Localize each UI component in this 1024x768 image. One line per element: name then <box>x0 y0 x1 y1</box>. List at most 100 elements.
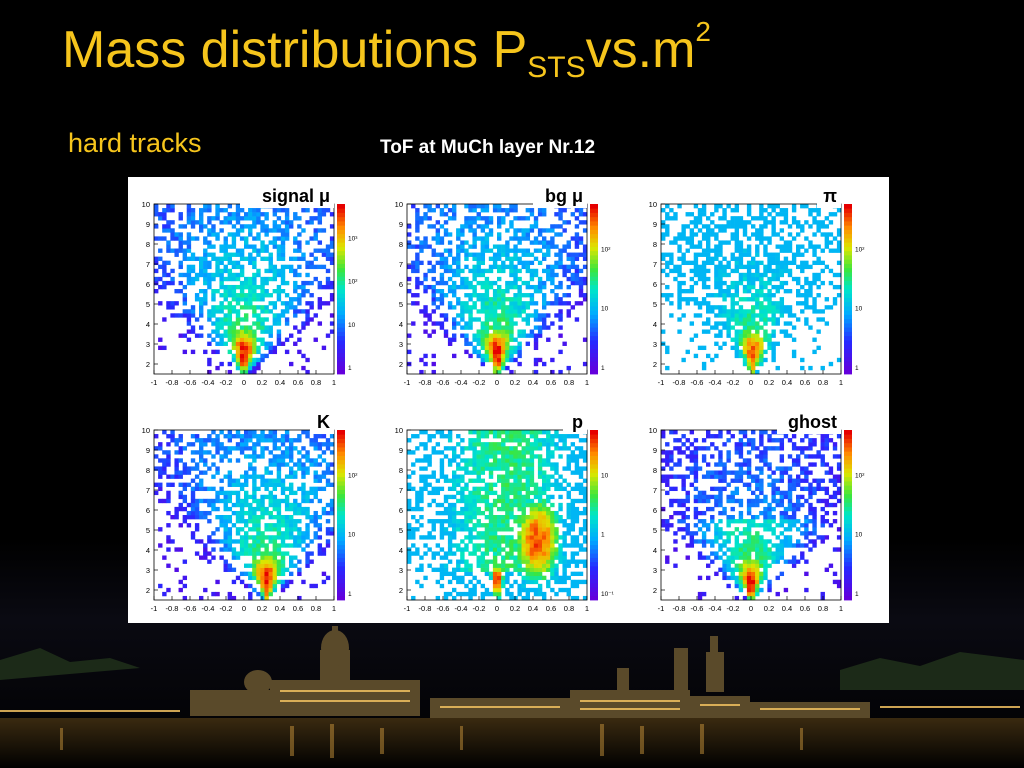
heatmap-cell <box>693 220 699 225</box>
heatmap-cell <box>517 470 522 475</box>
heatmap-cell <box>509 248 514 253</box>
heatmap-cell <box>542 478 547 483</box>
heatmap-cell <box>742 337 748 342</box>
heatmap-cell <box>239 482 245 487</box>
heatmap-cell <box>272 236 278 241</box>
heatmap-cell <box>542 325 547 330</box>
heatmap-cell <box>297 248 302 253</box>
heatmap-cell <box>235 216 241 221</box>
heatmap-cell <box>211 555 216 560</box>
colorbar-swatch <box>590 540 598 546</box>
heatmap-cell <box>570 523 576 528</box>
heatmap-cell <box>472 442 477 447</box>
heatmap-cell <box>734 284 740 290</box>
heatmap-cell <box>697 252 703 257</box>
heatmap-cell <box>488 539 494 544</box>
heatmap-cell <box>207 208 212 213</box>
heatmap-cell <box>738 309 744 314</box>
heatmap-cell <box>301 482 306 487</box>
heatmap-cell <box>178 240 183 245</box>
heatmap-cell <box>203 204 208 209</box>
heatmap-cell <box>665 204 670 209</box>
heatmap-cell <box>227 482 233 487</box>
y-tick-label: 6 <box>146 506 150 515</box>
heatmap-cell <box>427 531 432 536</box>
heatmap-cell <box>542 515 547 520</box>
heatmap-cell <box>685 454 690 459</box>
heatmap-cell <box>260 325 265 330</box>
heatmap-cell <box>313 228 318 233</box>
heatmap-cell <box>190 208 196 213</box>
heatmap-cell <box>767 264 772 270</box>
heatmap-cell <box>190 305 196 310</box>
heatmap-cell <box>476 252 481 257</box>
heatmap-cell <box>542 470 547 475</box>
heatmap-cell <box>284 301 290 306</box>
heatmap-cell <box>718 280 723 286</box>
heatmap-cell <box>771 333 776 338</box>
heatmap-cell <box>456 466 461 471</box>
heatmap-cell <box>722 341 727 346</box>
heatmap-cell <box>542 212 547 217</box>
heatmap-cell <box>542 539 547 544</box>
colorbar-swatch <box>337 566 345 571</box>
heatmap-cell <box>513 305 518 310</box>
heatmap-cell <box>215 527 220 532</box>
heatmap-cell <box>796 244 801 249</box>
heatmap-cell <box>223 321 228 326</box>
heatmap-cell <box>231 216 237 221</box>
heatmap-cell <box>464 309 469 314</box>
heatmap-cell <box>513 470 518 475</box>
heatmap-cell <box>808 280 813 286</box>
heatmap-cell <box>566 268 571 274</box>
heatmap-cell <box>550 438 555 443</box>
heatmap-cell <box>244 305 249 310</box>
heatmap-cell <box>492 450 498 455</box>
heatmap-cell <box>505 430 510 435</box>
heatmap-cell <box>484 248 490 253</box>
heatmap-cell <box>546 567 551 572</box>
heatmap-cell <box>710 212 715 217</box>
heatmap-cell <box>447 268 453 274</box>
heatmap-cell <box>423 478 428 483</box>
heatmap-cell <box>174 474 179 479</box>
heatmap-cell <box>207 317 212 322</box>
heatmap-cell <box>480 244 486 249</box>
heatmap-cell <box>476 454 481 459</box>
heatmap-cell <box>734 329 740 334</box>
heatmap-cell <box>219 478 224 483</box>
heatmap-cell <box>476 470 481 475</box>
heatmap-cell <box>223 240 228 245</box>
heatmap-cell <box>244 470 249 475</box>
heatmap-cell <box>289 482 294 487</box>
heatmap-cell <box>767 256 772 261</box>
heatmap-cell <box>460 486 465 492</box>
heatmap-cell <box>550 510 555 516</box>
heatmap-cell <box>289 563 294 568</box>
heatmap-cell <box>497 547 502 552</box>
heatmap-cell <box>566 506 571 512</box>
heatmap-cell <box>272 313 278 318</box>
heatmap-cell <box>411 264 416 270</box>
heatmap-cell <box>166 482 171 487</box>
heatmap-cell <box>460 474 465 479</box>
heatmap-cell <box>464 337 469 342</box>
heatmap-cell <box>677 236 682 241</box>
heatmap-cell <box>276 519 282 524</box>
heatmap-cell <box>525 474 531 479</box>
heatmap-cell <box>738 280 744 286</box>
heatmap-cell <box>562 228 567 233</box>
heatmap-cell <box>264 293 269 298</box>
x-tick-label: 0.4 <box>528 378 538 387</box>
heatmap-cell <box>484 333 490 338</box>
heatmap-cell <box>170 236 175 241</box>
heatmap-cell <box>517 248 522 253</box>
heatmap-cell <box>203 515 208 520</box>
heatmap-cell <box>513 450 518 455</box>
heatmap-cell <box>517 591 522 597</box>
heatmap-cell <box>415 212 420 217</box>
heatmap-cell <box>182 256 188 261</box>
heatmap-cell <box>239 547 245 552</box>
heatmap-cell <box>443 506 449 512</box>
heatmap-cell <box>435 543 441 548</box>
